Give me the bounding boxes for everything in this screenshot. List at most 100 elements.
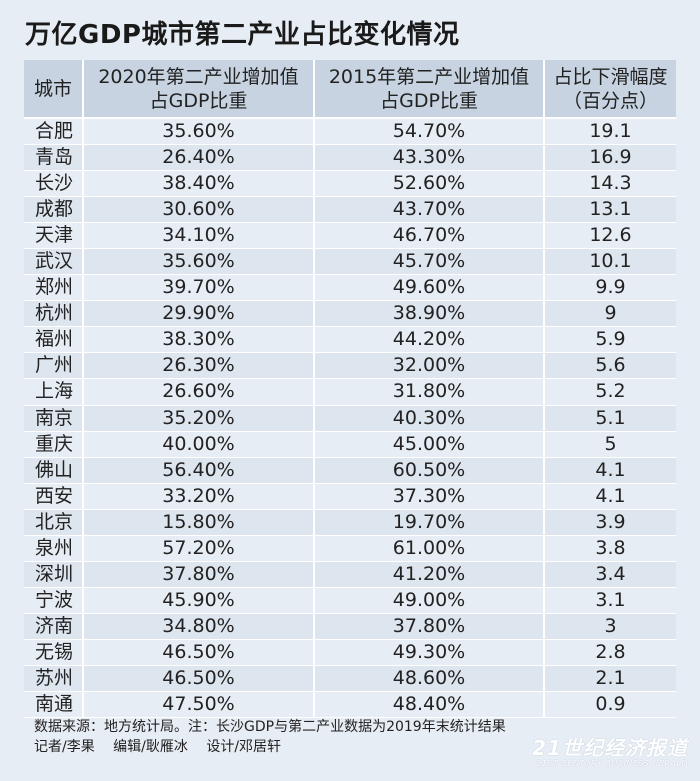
- cell-2020: 26.40%: [83, 144, 315, 172]
- cell-city: 上海: [24, 378, 84, 406]
- cell-2020: 56.40%: [83, 457, 315, 484]
- cell-city: 济南: [24, 613, 84, 640]
- cell-drop: 16.9: [544, 144, 676, 172]
- logo-main-text: 21世纪经济报道: [532, 736, 688, 760]
- table-row: 郑州 39.70% 49.60% 9.9: [24, 274, 676, 302]
- cell-drop: 10.1: [544, 248, 676, 276]
- cell-2015: 31.80%: [314, 378, 545, 406]
- cell-2015: 49.00%: [314, 587, 545, 614]
- cell-drop: 3.9: [544, 509, 676, 536]
- cell-city: 郑州: [24, 274, 84, 302]
- cell-city: 西安: [24, 483, 84, 510]
- cell-2020: 38.40%: [83, 170, 315, 198]
- header-2015-line2: 占GDP比重: [380, 89, 478, 112]
- cell-city: 深圳: [24, 561, 84, 588]
- data-table-container: 城市 2020年第二产业增加值 占GDP比重 2015年第二产业增加值 占GDP…: [24, 60, 676, 719]
- table-row: 深圳 37.80% 41.20% 3.4: [24, 561, 676, 588]
- editor-credit: 编辑/耿雁冰: [113, 739, 188, 755]
- table-row: 合肥 35.60% 54.70% 19.1: [24, 118, 676, 146]
- cell-2015: 37.30%: [314, 483, 545, 510]
- cell-drop: 9.9: [544, 274, 676, 302]
- publisher-logo: 21世纪经济报道 21ST CENTURY BUSINESS HERALD: [532, 732, 688, 768]
- cell-city: 天津: [24, 222, 84, 250]
- cell-city: 成都: [24, 196, 84, 224]
- data-table: 城市 2020年第二产业增加值 占GDP比重 2015年第二产业增加值 占GDP…: [24, 60, 676, 719]
- cell-drop: 3: [544, 613, 676, 640]
- header-city-line1: 城市: [33, 77, 72, 100]
- cell-city: 广州: [24, 352, 84, 380]
- cell-city: 福州: [24, 326, 84, 354]
- logo-sub-text: 21ST CENTURY BUSINESS HERALD: [536, 759, 688, 768]
- table-row: 上海 26.60% 31.80% 5.2: [24, 378, 676, 406]
- header-row: 城市 2020年第二产业增加值 占GDP比重 2015年第二产业增加值 占GDP…: [24, 60, 676, 119]
- cell-drop: 3.1: [544, 587, 676, 614]
- cell-city: 合肥: [24, 118, 84, 146]
- cell-drop: 13.1: [544, 196, 676, 224]
- designer-credit: 设计/邓居轩: [206, 739, 282, 755]
- cell-2015: 41.20%: [314, 561, 545, 588]
- table-row: 北京 15.80% 19.70% 3.9: [24, 509, 676, 536]
- cell-2020: 29.90%: [83, 300, 315, 328]
- page-title: 万亿GDP城市第二产业占比变化情况: [25, 20, 460, 50]
- cell-city: 无锡: [24, 639, 84, 666]
- table-row: 天津 34.10% 46.70% 12.6: [24, 222, 676, 250]
- cell-city: 武汉: [24, 248, 84, 276]
- cell-2015: 38.90%: [314, 300, 545, 328]
- cell-2020: 15.80%: [83, 509, 315, 536]
- cell-2015: 43.70%: [314, 196, 545, 224]
- cell-2020: 26.30%: [83, 352, 315, 380]
- cell-city: 北京: [24, 509, 84, 536]
- cell-drop: 5.2: [544, 378, 676, 406]
- table-row: 宁波 45.90% 49.00% 3.1: [24, 587, 676, 614]
- cell-2015: 32.00%: [314, 352, 545, 380]
- cell-drop: 0.9: [544, 691, 676, 719]
- cell-drop: 2.8: [544, 639, 676, 666]
- cell-city: 杭州: [24, 300, 84, 328]
- table-row: 南京 35.20% 40.30% 5.1: [24, 405, 676, 432]
- table-row: 青岛 26.40% 43.30% 16.9: [24, 144, 676, 172]
- cell-city: 苏州: [24, 665, 84, 693]
- cell-2020: 26.60%: [83, 378, 315, 406]
- table-row: 泉州 57.20% 61.00% 3.8: [24, 535, 676, 562]
- table-row: 成都 30.60% 43.70% 13.1: [24, 196, 676, 224]
- cell-2015: 49.30%: [314, 639, 545, 666]
- cell-city: 南京: [24, 405, 84, 432]
- cell-2020: 35.60%: [83, 248, 315, 276]
- cell-2015: 46.70%: [314, 222, 545, 250]
- reporter-credit: 记者/李果: [34, 739, 95, 755]
- cell-2015: 52.60%: [314, 170, 545, 198]
- cell-2020: 35.20%: [83, 405, 315, 432]
- credits: 记者/李果 编辑/耿雁冰 设计/邓居轩: [34, 738, 295, 756]
- cell-drop: 5.1: [544, 405, 676, 432]
- cell-2020: 57.20%: [83, 535, 315, 562]
- cell-2020: 35.60%: [83, 118, 315, 146]
- cell-2015: 45.00%: [314, 431, 545, 458]
- header-2015: 2015年第二产业增加值 占GDP比重: [314, 60, 545, 119]
- cell-2020: 34.80%: [83, 613, 315, 640]
- cell-drop: 3.4: [544, 561, 676, 588]
- table-row: 南通 47.50% 48.40% 0.9: [24, 691, 676, 719]
- cell-2015: 19.70%: [314, 509, 545, 536]
- header-drop-line1: 占比下滑幅度: [553, 65, 668, 88]
- cell-drop: 19.1: [544, 118, 676, 146]
- cell-drop: 5.9: [544, 326, 676, 354]
- header-2020-line2: 占GDP比重: [149, 89, 248, 112]
- header-drop: 占比下滑幅度 （百分点）: [544, 60, 676, 119]
- table-row: 无锡 46.50% 49.30% 2.8: [24, 639, 676, 666]
- table-row: 西安 33.20% 37.30% 4.1: [24, 483, 676, 510]
- cell-2020: 34.10%: [83, 222, 315, 250]
- table-row: 重庆 40.00% 45.00% 5: [24, 431, 676, 458]
- cell-2020: 46.50%: [83, 639, 315, 666]
- cell-drop: 5.6: [544, 352, 676, 380]
- header-city: 城市: [24, 60, 84, 119]
- cell-2020: 47.50%: [83, 691, 315, 719]
- cell-2015: 43.30%: [314, 144, 545, 172]
- cell-drop: 14.3: [544, 170, 676, 198]
- cell-2020: 46.50%: [83, 665, 315, 693]
- header-2020: 2020年第二产业增加值 占GDP比重: [83, 60, 315, 119]
- cell-2015: 37.80%: [314, 613, 545, 640]
- cell-2015: 44.20%: [314, 326, 545, 354]
- cell-2020: 39.70%: [83, 274, 315, 302]
- table-row: 杭州 29.90% 38.90% 9: [24, 300, 676, 328]
